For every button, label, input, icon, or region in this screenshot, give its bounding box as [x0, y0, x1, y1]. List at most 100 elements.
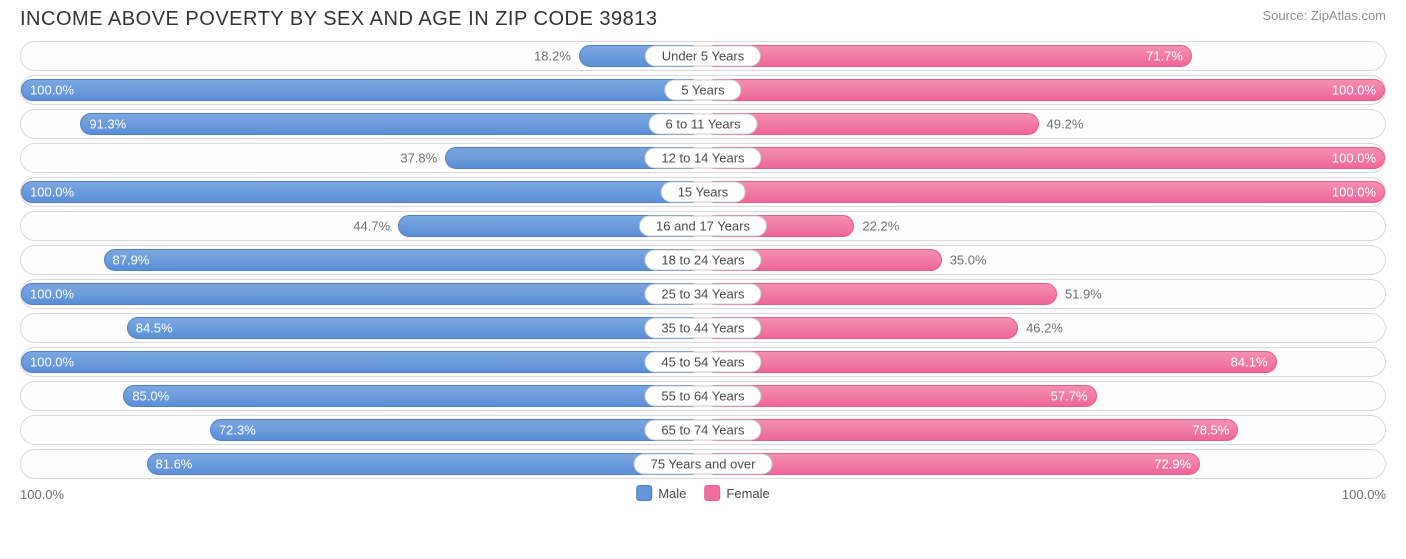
- chart-row: 81.6% 72.9% 75 Years and over: [20, 449, 1386, 479]
- male-swatch-icon: [636, 485, 652, 501]
- age-label: 35 to 44 Years: [644, 318, 761, 339]
- female-swatch-icon: [704, 485, 720, 501]
- male-value-label: 84.5%: [136, 321, 173, 336]
- male-bar: 100.0%: [21, 79, 703, 101]
- male-bar: 100.0%: [21, 181, 703, 203]
- chart-row: 100.0% 51.9% 25 to 34 Years: [20, 279, 1386, 309]
- male-half: 18.2%: [21, 42, 703, 70]
- male-half: 87.9%: [21, 246, 703, 274]
- age-label: 16 and 17 Years: [639, 216, 767, 237]
- chart-footer: 100.0% Male Female 100.0%: [20, 483, 1386, 511]
- female-value-label: 57.7%: [1051, 389, 1088, 404]
- male-half: 81.6%: [21, 450, 703, 478]
- female-half: 46.2%: [703, 314, 1385, 342]
- female-value-label: 71.7%: [1146, 49, 1183, 64]
- male-half: 100.0%: [21, 348, 703, 376]
- legend-male: Male: [636, 485, 686, 501]
- male-value-label: 100.0%: [30, 355, 74, 370]
- male-value-label: 37.8%: [400, 151, 437, 166]
- male-half: 37.8%: [21, 144, 703, 172]
- female-value-label: 100.0%: [1332, 185, 1376, 200]
- age-label: 6 to 11 Years: [649, 114, 758, 135]
- female-half: 100.0%: [703, 178, 1385, 206]
- legend-male-label: Male: [658, 486, 686, 501]
- female-value-label: 78.5%: [1192, 423, 1229, 438]
- age-label: 15 Years: [661, 182, 746, 203]
- chart-row: 100.0% 84.1% 45 to 54 Years: [20, 347, 1386, 377]
- female-value-label: 100.0%: [1332, 151, 1376, 166]
- female-value-label: 22.2%: [862, 219, 899, 234]
- male-half: 100.0%: [21, 76, 703, 104]
- female-bar: 72.9%: [703, 453, 1200, 475]
- male-value-label: 100.0%: [30, 185, 74, 200]
- male-bar: 91.3%: [80, 113, 703, 135]
- female-half: 72.9%: [703, 450, 1385, 478]
- female-half: 57.7%: [703, 382, 1385, 410]
- female-half: 35.0%: [703, 246, 1385, 274]
- axis-label-right: 100.0%: [1342, 487, 1386, 502]
- age-label: 65 to 74 Years: [644, 420, 761, 441]
- female-value-label: 46.2%: [1026, 321, 1063, 336]
- chart-row: 44.7% 22.2% 16 and 17 Years: [20, 211, 1386, 241]
- male-bar: 100.0%: [21, 351, 703, 373]
- female-half: 100.0%: [703, 76, 1385, 104]
- axis-label-left: 100.0%: [20, 487, 64, 502]
- female-half: 22.2%: [703, 212, 1385, 240]
- male-value-label: 85.0%: [132, 389, 169, 404]
- female-bar: 100.0%: [703, 181, 1385, 203]
- female-half: 100.0%: [703, 144, 1385, 172]
- chart-row: 18.2% 71.7% Under 5 Years: [20, 41, 1386, 71]
- age-label: 5 Years: [664, 80, 741, 101]
- chart-title: INCOME ABOVE POVERTY BY SEX AND AGE IN Z…: [20, 8, 657, 31]
- chart-row: 37.8% 100.0% 12 to 14 Years: [20, 143, 1386, 173]
- female-bar: 100.0%: [703, 79, 1385, 101]
- chart-row: 91.3% 49.2% 6 to 11 Years: [20, 109, 1386, 139]
- chart-row: 100.0% 100.0% 15 Years: [20, 177, 1386, 207]
- female-value-label: 35.0%: [950, 253, 987, 268]
- chart-area: 18.2% 71.7% Under 5 Years 100.0% 100.0% 5 Yea…: [0, 35, 1406, 479]
- male-half: 44.7%: [21, 212, 703, 240]
- female-value-label: 72.9%: [1154, 457, 1191, 472]
- female-half: 84.1%: [703, 348, 1385, 376]
- male-value-label: 81.6%: [156, 457, 193, 472]
- age-label: 12 to 14 Years: [644, 148, 761, 169]
- male-bar: 81.6%: [147, 453, 704, 475]
- male-bar: 84.5%: [127, 317, 703, 339]
- chart-row: 87.9%35.0%18 to 24 Years: [20, 245, 1386, 275]
- male-value-label: 100.0%: [30, 287, 74, 302]
- female-value-label: 84.1%: [1231, 355, 1268, 370]
- age-label: 45 to 54 Years: [644, 352, 761, 373]
- female-bar: 84.1%: [703, 351, 1277, 373]
- age-label: Under 5 Years: [645, 46, 761, 67]
- male-value-label: 87.9%: [113, 253, 150, 268]
- age-label: 25 to 34 Years: [644, 284, 761, 305]
- chart-header: INCOME ABOVE POVERTY BY SEX AND AGE IN Z…: [0, 0, 1406, 35]
- female-value-label: 49.2%: [1047, 117, 1084, 132]
- female-half: 78.5%: [703, 416, 1385, 444]
- legend-female-label: Female: [726, 486, 769, 501]
- male-half: 100.0%: [21, 280, 703, 308]
- male-half: 72.3%: [21, 416, 703, 444]
- male-value-label: 100.0%: [30, 83, 74, 98]
- male-half: 85.0%: [21, 382, 703, 410]
- chart-row: 85.0%57.7%55 to 64 Years: [20, 381, 1386, 411]
- male-bar: 72.3%: [210, 419, 703, 441]
- female-half: 51.9%: [703, 280, 1385, 308]
- chart-legend: Male Female: [636, 485, 770, 501]
- male-value-label: 91.3%: [89, 117, 126, 132]
- chart-row: 84.5% 46.2% 35 to 44 Years: [20, 313, 1386, 343]
- male-bar: 85.0%: [123, 385, 703, 407]
- female-value-label: 100.0%: [1332, 83, 1376, 98]
- female-bar: 100.0%: [703, 147, 1385, 169]
- male-half: 91.3%: [21, 110, 703, 138]
- age-label: 75 Years and over: [634, 454, 773, 475]
- male-half: 100.0%: [21, 178, 703, 206]
- male-value-label: 44.7%: [353, 219, 390, 234]
- chart-row: 100.0% 100.0% 5 Years: [20, 75, 1386, 105]
- male-bar: 87.9%: [104, 249, 703, 271]
- male-value-label: 72.3%: [219, 423, 256, 438]
- female-half: 49.2%: [703, 110, 1385, 138]
- male-bar: 100.0%: [21, 283, 703, 305]
- female-value-label: 51.9%: [1065, 287, 1102, 302]
- female-bar: 78.5%: [703, 419, 1238, 441]
